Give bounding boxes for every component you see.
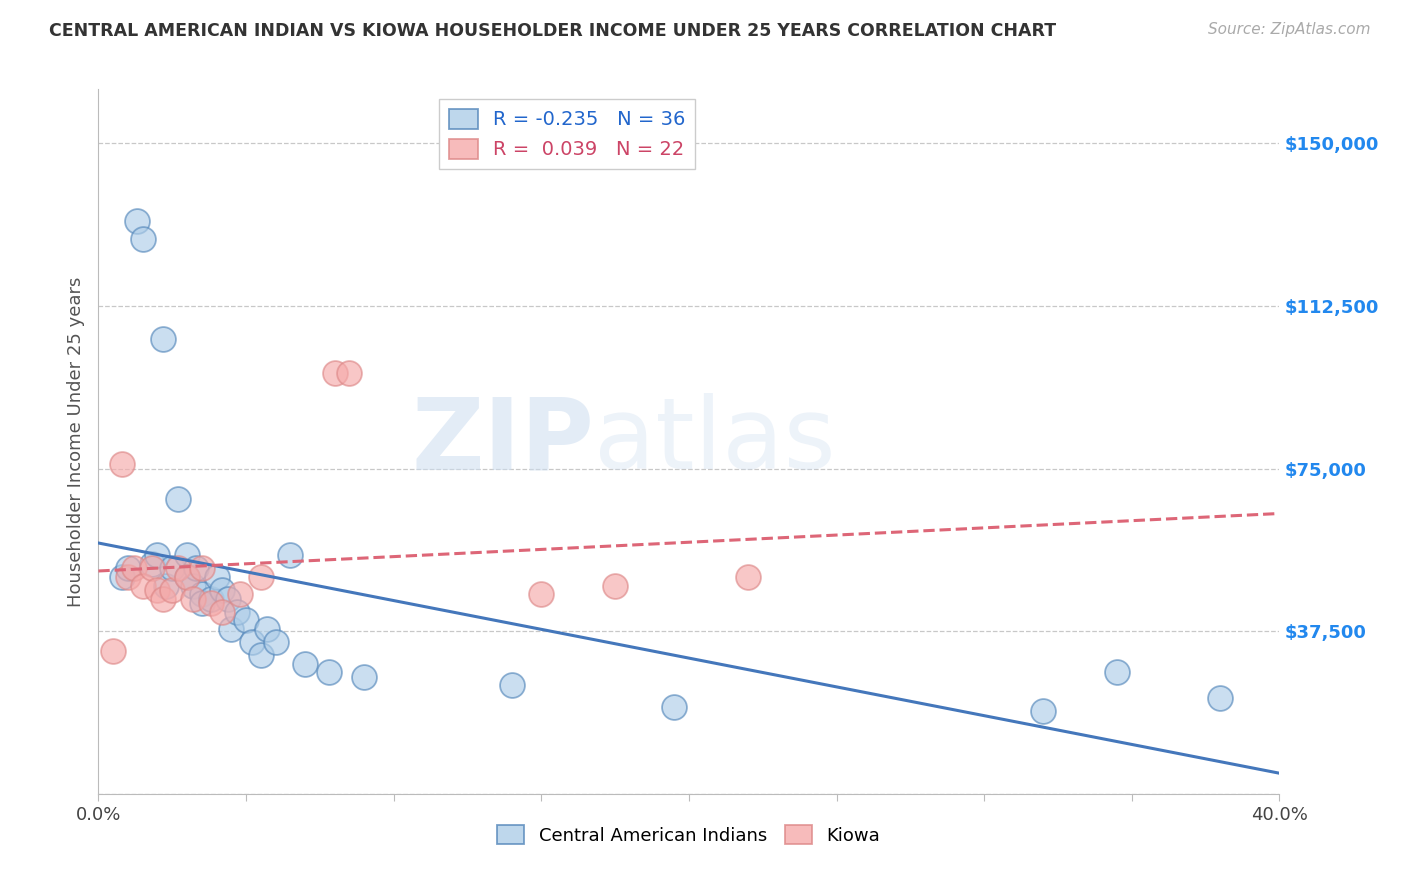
Point (125, 214, 148, 228)
Point (181, 579, 204, 593)
Point (132, 232, 155, 246)
Point (605, 579, 627, 593)
Text: Source: ZipAtlas.com: Source: ZipAtlas.com (1208, 22, 1371, 37)
Point (176, 570, 198, 584)
Point (162, 561, 183, 575)
Point (501, 678, 523, 692)
Point (530, 587, 553, 601)
Point (280, 549, 302, 563)
Point (205, 570, 228, 584)
Point (117, 561, 139, 575)
Legend: Central American Indians, Kiowa: Central American Indians, Kiowa (491, 818, 887, 852)
Point (256, 622, 278, 636)
Point (1032, 705, 1054, 719)
Point (167, 491, 190, 506)
Point (162, 583, 183, 598)
Point (221, 622, 243, 636)
Point (323, 366, 346, 380)
Point (229, 587, 252, 601)
Point (176, 570, 198, 584)
Point (211, 583, 233, 598)
Point (146, 583, 169, 598)
Point (240, 635, 263, 649)
Point (353, 670, 375, 684)
Point (176, 549, 198, 563)
Point (200, 591, 222, 606)
Point (294, 657, 316, 671)
Point (132, 579, 155, 593)
Point (250, 570, 273, 584)
Point (217, 591, 239, 606)
Point (191, 561, 214, 575)
Point (155, 579, 177, 593)
Point (103, 644, 125, 658)
Text: CENTRAL AMERICAN INDIAN VS KIOWA HOUSEHOLDER INCOME UNDER 25 YEARS CORRELATION C: CENTRAL AMERICAN INDIAN VS KIOWA HOUSEHO… (49, 22, 1056, 40)
Point (111, 458, 134, 472)
Point (226, 605, 249, 619)
Point (664, 700, 686, 714)
Point (167, 561, 190, 575)
Text: atlas: atlas (595, 393, 837, 490)
Point (152, 591, 174, 606)
Point (191, 596, 214, 610)
Point (152, 332, 174, 346)
Point (200, 596, 222, 610)
Point (181, 591, 204, 606)
Point (318, 665, 340, 680)
Point (211, 605, 233, 619)
Point (191, 587, 214, 601)
Point (339, 366, 361, 380)
Y-axis label: Householder Income Under 25 years: Householder Income Under 25 years (66, 277, 84, 607)
Point (117, 570, 139, 584)
Point (146, 549, 169, 563)
Point (1107, 665, 1129, 680)
Point (122, 561, 145, 575)
Point (235, 614, 257, 628)
Point (141, 561, 163, 575)
Point (264, 635, 287, 649)
Point (737, 570, 759, 584)
Point (250, 648, 273, 662)
Point (184, 561, 207, 575)
Text: ZIP: ZIP (412, 393, 595, 490)
Point (111, 570, 134, 584)
Point (1209, 691, 1232, 706)
Point (141, 557, 163, 571)
